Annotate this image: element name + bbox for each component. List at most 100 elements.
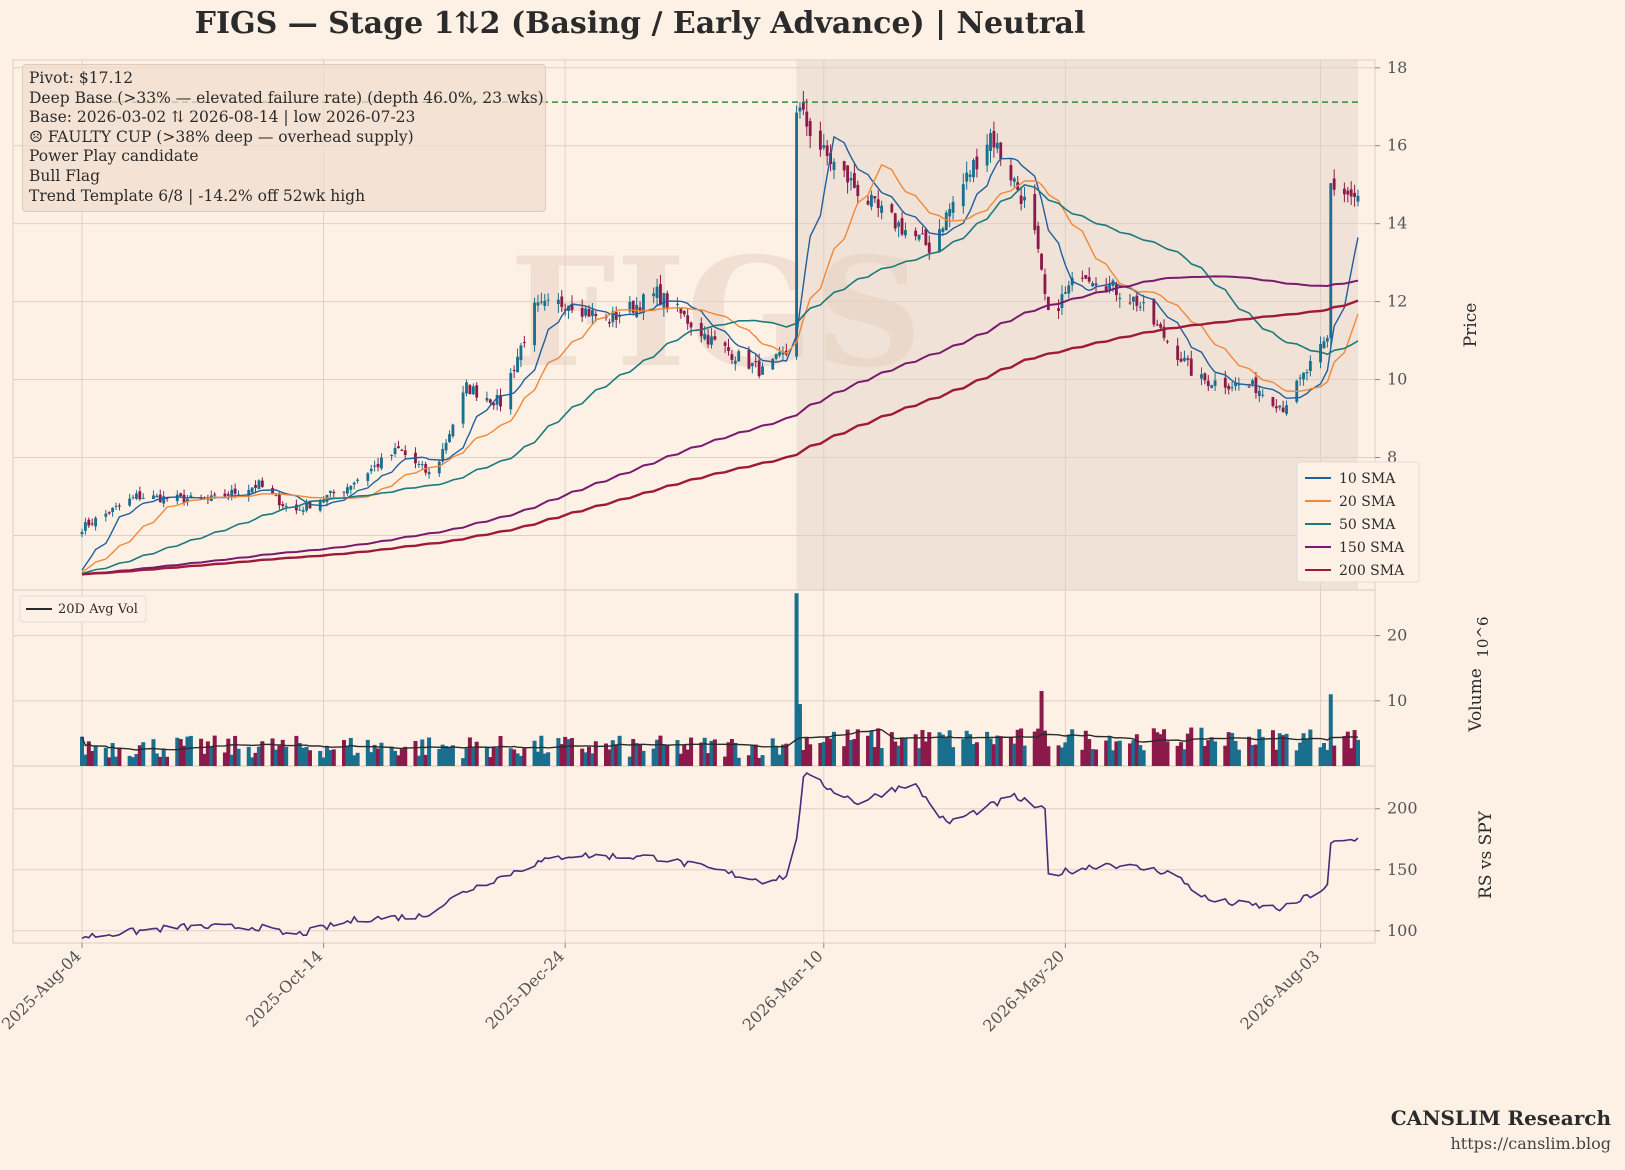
footer-brand: CANSLIM Research <box>1390 1106 1611 1130</box>
volume-bar <box>580 748 585 766</box>
candle-body <box>1206 380 1210 387</box>
volume-bar <box>416 755 421 766</box>
candle-body <box>849 178 853 181</box>
candle-body <box>1128 302 1132 304</box>
volume-bar <box>1260 736 1265 766</box>
volume-bar <box>199 738 204 766</box>
x-tick-label: 2026-Aug-03 <box>1236 946 1323 1033</box>
volume-bar <box>1321 742 1326 766</box>
candle-body <box>80 531 84 535</box>
volume-bar <box>1304 739 1309 766</box>
volume-bar <box>209 746 214 766</box>
candle-body <box>1009 165 1013 181</box>
candle-body <box>1138 306 1142 308</box>
candle-body <box>1257 390 1261 397</box>
candle-body <box>376 463 380 468</box>
candle-body <box>444 442 448 451</box>
volume-bar <box>1308 729 1313 766</box>
volume-bar <box>1015 729 1020 766</box>
candle-body <box>182 494 186 503</box>
volume-bar <box>117 747 122 766</box>
rs-tick-label: 200 <box>1387 799 1418 818</box>
candle-body <box>1285 405 1288 414</box>
volume-bar <box>1301 733 1306 766</box>
volume-bar <box>141 742 146 766</box>
volume-bar <box>848 739 854 766</box>
volume-bar <box>566 739 571 766</box>
candle-body <box>1356 195 1360 202</box>
volume-bar <box>1036 728 1041 766</box>
candle-body <box>941 228 945 232</box>
volume-bar <box>1032 731 1037 766</box>
volume-bar <box>1355 739 1361 766</box>
candle-body <box>1298 377 1302 379</box>
volume-bar <box>236 748 241 766</box>
sma200-line <box>81 299 1359 576</box>
volume-bar <box>467 737 472 766</box>
sma50-line <box>81 184 1359 575</box>
volume-bar <box>1270 730 1275 766</box>
volume-bar <box>1185 733 1190 766</box>
volume-bar <box>331 749 336 766</box>
candle-body <box>509 373 513 410</box>
volume-bar <box>1046 746 1051 766</box>
candle-body <box>471 386 475 395</box>
volume-bar <box>665 744 670 766</box>
volume-bar <box>1090 749 1095 766</box>
volume-legend <box>19 595 147 623</box>
candle-body <box>397 446 400 449</box>
candle-body <box>1210 385 1214 388</box>
candle-body <box>155 495 159 498</box>
volume-bar <box>341 739 347 766</box>
candle-body <box>1281 407 1285 413</box>
candle-body <box>825 145 829 156</box>
volume-bar <box>896 745 901 766</box>
candle-body <box>158 494 162 503</box>
candle-body <box>1033 194 1037 231</box>
volume-bar <box>491 747 496 766</box>
candle-body <box>301 510 305 512</box>
volume-bar <box>1141 750 1146 766</box>
volume-bar <box>655 739 660 766</box>
candle-body <box>1261 394 1265 396</box>
volume-bar <box>372 744 377 766</box>
candle-body <box>162 496 166 504</box>
candle-body <box>682 310 686 315</box>
candle-body <box>1203 373 1207 381</box>
volume-tick-label: 10 <box>1387 691 1407 710</box>
candle-body <box>1080 277 1084 279</box>
volume-bar <box>1155 732 1160 766</box>
volume-bar <box>641 750 646 766</box>
volume-bar <box>307 750 312 766</box>
volume-bar <box>583 752 588 766</box>
candle-body <box>393 448 397 455</box>
candle-body <box>546 299 550 301</box>
volume-bar <box>114 756 119 766</box>
candle-body <box>247 489 251 497</box>
volume-bar <box>447 747 452 766</box>
candle-body <box>257 480 261 490</box>
candle-body <box>516 356 519 373</box>
volume-bar <box>617 735 622 766</box>
candle-body <box>420 464 424 466</box>
candle-body <box>965 172 969 182</box>
sma20-line <box>81 163 1359 574</box>
volume-bar <box>604 743 609 766</box>
candle-body <box>771 358 775 370</box>
candle-body <box>427 472 431 475</box>
candle-body <box>1084 275 1088 279</box>
volume-bar <box>165 756 170 766</box>
candle-body <box>403 450 407 455</box>
candle-body <box>512 369 516 371</box>
volume-bar <box>226 738 231 766</box>
candle-body <box>1230 387 1234 389</box>
volume-bar <box>498 736 503 766</box>
volume-bar <box>1206 740 1211 766</box>
volume-bar <box>825 737 830 766</box>
volume-bar <box>535 751 540 766</box>
volume-bar <box>423 754 428 766</box>
volume-bar <box>1087 739 1092 766</box>
candle-body <box>1319 344 1322 363</box>
candle-body <box>876 199 880 208</box>
volume-bar <box>685 749 690 766</box>
